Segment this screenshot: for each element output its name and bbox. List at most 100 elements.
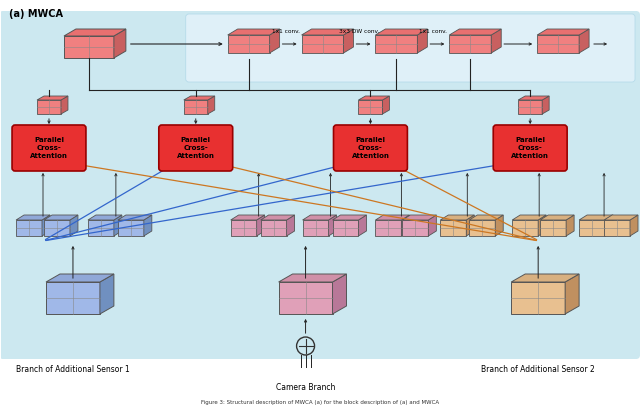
- Text: Parallel
Cross-
Attention: Parallel Cross- Attention: [351, 138, 389, 159]
- Polygon shape: [376, 29, 428, 35]
- Polygon shape: [70, 215, 78, 236]
- Polygon shape: [469, 220, 495, 236]
- Polygon shape: [376, 215, 410, 220]
- Polygon shape: [428, 215, 436, 236]
- Polygon shape: [376, 35, 417, 53]
- Polygon shape: [604, 215, 638, 220]
- Polygon shape: [328, 215, 337, 236]
- Polygon shape: [46, 274, 114, 282]
- Polygon shape: [301, 29, 353, 35]
- Text: Parallel
Cross-
Attention: Parallel Cross- Attention: [511, 138, 549, 159]
- Polygon shape: [260, 215, 294, 220]
- Polygon shape: [542, 96, 549, 114]
- Polygon shape: [540, 215, 574, 220]
- Polygon shape: [537, 29, 589, 35]
- Polygon shape: [449, 29, 501, 35]
- Polygon shape: [44, 220, 70, 236]
- Text: 1x1 conv.: 1x1 conv.: [271, 29, 300, 34]
- Polygon shape: [303, 220, 328, 236]
- Polygon shape: [403, 220, 428, 236]
- Polygon shape: [64, 29, 126, 36]
- Polygon shape: [495, 215, 503, 236]
- Polygon shape: [37, 96, 68, 100]
- FancyBboxPatch shape: [0, 11, 640, 359]
- Polygon shape: [144, 215, 152, 236]
- Polygon shape: [440, 215, 474, 220]
- Text: Figure 3: Structural description of MWCA (a) for the block description of (a) an: Figure 3: Structural description of MWCA…: [202, 400, 440, 405]
- Polygon shape: [64, 36, 114, 58]
- FancyBboxPatch shape: [333, 125, 408, 171]
- Polygon shape: [401, 215, 410, 236]
- Polygon shape: [230, 215, 264, 220]
- Polygon shape: [540, 220, 566, 236]
- Polygon shape: [538, 215, 546, 236]
- FancyBboxPatch shape: [159, 125, 233, 171]
- Polygon shape: [100, 274, 114, 314]
- Polygon shape: [604, 220, 630, 236]
- FancyBboxPatch shape: [12, 125, 86, 171]
- FancyBboxPatch shape: [493, 125, 567, 171]
- Polygon shape: [184, 96, 214, 100]
- Polygon shape: [118, 215, 152, 220]
- Polygon shape: [492, 29, 501, 53]
- Polygon shape: [88, 215, 122, 220]
- Polygon shape: [518, 96, 549, 100]
- Polygon shape: [230, 220, 257, 236]
- Polygon shape: [579, 220, 605, 236]
- Text: 3x3 DW conv.: 3x3 DW conv.: [339, 29, 380, 34]
- Polygon shape: [303, 215, 337, 220]
- Polygon shape: [114, 215, 122, 236]
- Polygon shape: [376, 220, 401, 236]
- Text: (a) MWCA: (a) MWCA: [9, 9, 63, 19]
- Polygon shape: [16, 215, 50, 220]
- Polygon shape: [579, 215, 613, 220]
- Polygon shape: [228, 35, 269, 53]
- Polygon shape: [565, 274, 579, 314]
- Polygon shape: [278, 282, 333, 314]
- Polygon shape: [518, 100, 542, 114]
- Text: Branch of Additional Sensor 2: Branch of Additional Sensor 2: [481, 365, 595, 374]
- Polygon shape: [511, 274, 579, 282]
- Polygon shape: [467, 215, 474, 236]
- Text: 1x1 conv.: 1x1 conv.: [419, 29, 447, 34]
- FancyBboxPatch shape: [186, 14, 635, 82]
- Polygon shape: [511, 282, 565, 314]
- Polygon shape: [16, 220, 42, 236]
- Polygon shape: [228, 29, 280, 35]
- Polygon shape: [630, 215, 638, 236]
- Polygon shape: [537, 35, 579, 53]
- Polygon shape: [61, 96, 68, 114]
- Polygon shape: [440, 220, 467, 236]
- Text: Camera Branch: Camera Branch: [276, 383, 335, 392]
- Polygon shape: [118, 220, 144, 236]
- Polygon shape: [579, 29, 589, 53]
- Polygon shape: [403, 215, 436, 220]
- Polygon shape: [257, 215, 264, 236]
- Polygon shape: [512, 215, 546, 220]
- Polygon shape: [333, 274, 346, 314]
- Polygon shape: [605, 215, 613, 236]
- Polygon shape: [208, 96, 214, 114]
- Text: Parallel
Cross-
Attention: Parallel Cross- Attention: [177, 138, 214, 159]
- Polygon shape: [358, 215, 367, 236]
- Polygon shape: [260, 220, 287, 236]
- Polygon shape: [37, 100, 61, 114]
- Polygon shape: [417, 29, 428, 53]
- Polygon shape: [512, 220, 538, 236]
- Polygon shape: [184, 100, 208, 114]
- Polygon shape: [114, 29, 126, 58]
- Polygon shape: [383, 96, 389, 114]
- Polygon shape: [333, 220, 358, 236]
- Polygon shape: [46, 282, 100, 314]
- Polygon shape: [287, 215, 294, 236]
- Text: Branch of Additional Sensor 1: Branch of Additional Sensor 1: [16, 365, 130, 374]
- Polygon shape: [449, 35, 492, 53]
- Polygon shape: [469, 215, 503, 220]
- Polygon shape: [358, 96, 389, 100]
- Polygon shape: [358, 100, 383, 114]
- Polygon shape: [44, 215, 78, 220]
- Polygon shape: [301, 35, 344, 53]
- Polygon shape: [333, 215, 367, 220]
- Polygon shape: [88, 220, 114, 236]
- Polygon shape: [566, 215, 574, 236]
